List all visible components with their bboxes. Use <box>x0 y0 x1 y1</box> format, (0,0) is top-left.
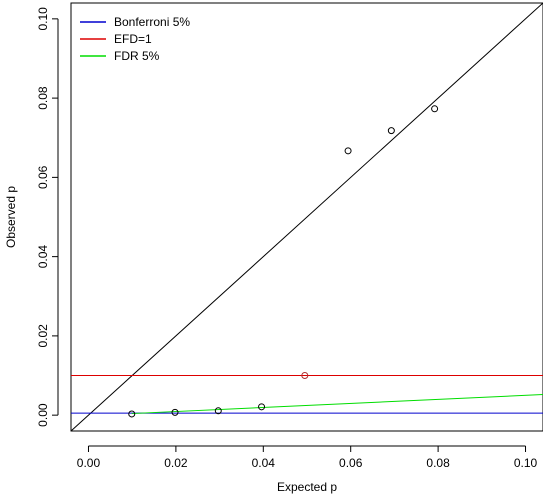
x-tick-label: 0.04 <box>252 456 276 470</box>
x-tick-label: 0.02 <box>164 456 188 470</box>
x-tick-label: 0.00 <box>77 456 101 470</box>
y-axis: 0.00 0.02 0.04 0.06 0.08 0.10 <box>36 7 59 427</box>
y-axis-title: Observed p <box>4 186 18 248</box>
reference-line-segment <box>131 394 543 415</box>
y-tick-label: 0.10 <box>36 7 50 31</box>
x-tick-label: 0.06 <box>339 456 363 470</box>
data-point <box>387 127 395 135</box>
y-tick-label: 0.00 <box>36 403 50 427</box>
x-axis-title: Expected p <box>277 480 337 494</box>
y-tick-label: 0.02 <box>36 324 50 348</box>
y-tick-label: 0.04 <box>36 245 50 269</box>
data-point <box>258 403 266 411</box>
reference-lines <box>70 2 543 432</box>
data-point <box>344 147 352 155</box>
legend-label: FDR 5% <box>114 49 160 63</box>
data-points <box>128 105 439 418</box>
data-point <box>128 410 136 418</box>
legend: Bonferroni 5% EFD=1 FDR 5% <box>80 15 190 63</box>
x-axis: 0.00 0.02 0.04 0.06 0.08 0.10 <box>77 445 538 470</box>
data-point <box>214 407 222 415</box>
legend-label: Bonferroni 5% <box>114 15 190 29</box>
data-point <box>301 372 309 380</box>
x-tick-label: 0.08 <box>426 456 450 470</box>
x-tick-label: 0.10 <box>514 456 538 470</box>
reference-line-identity <box>70 2 543 432</box>
data-point <box>171 408 179 416</box>
data-point <box>431 105 439 113</box>
y-tick-label: 0.08 <box>36 86 50 110</box>
y-tick-label: 0.06 <box>36 165 50 189</box>
plot-area-frame <box>70 2 543 432</box>
legend-label: EFD=1 <box>114 32 152 46</box>
